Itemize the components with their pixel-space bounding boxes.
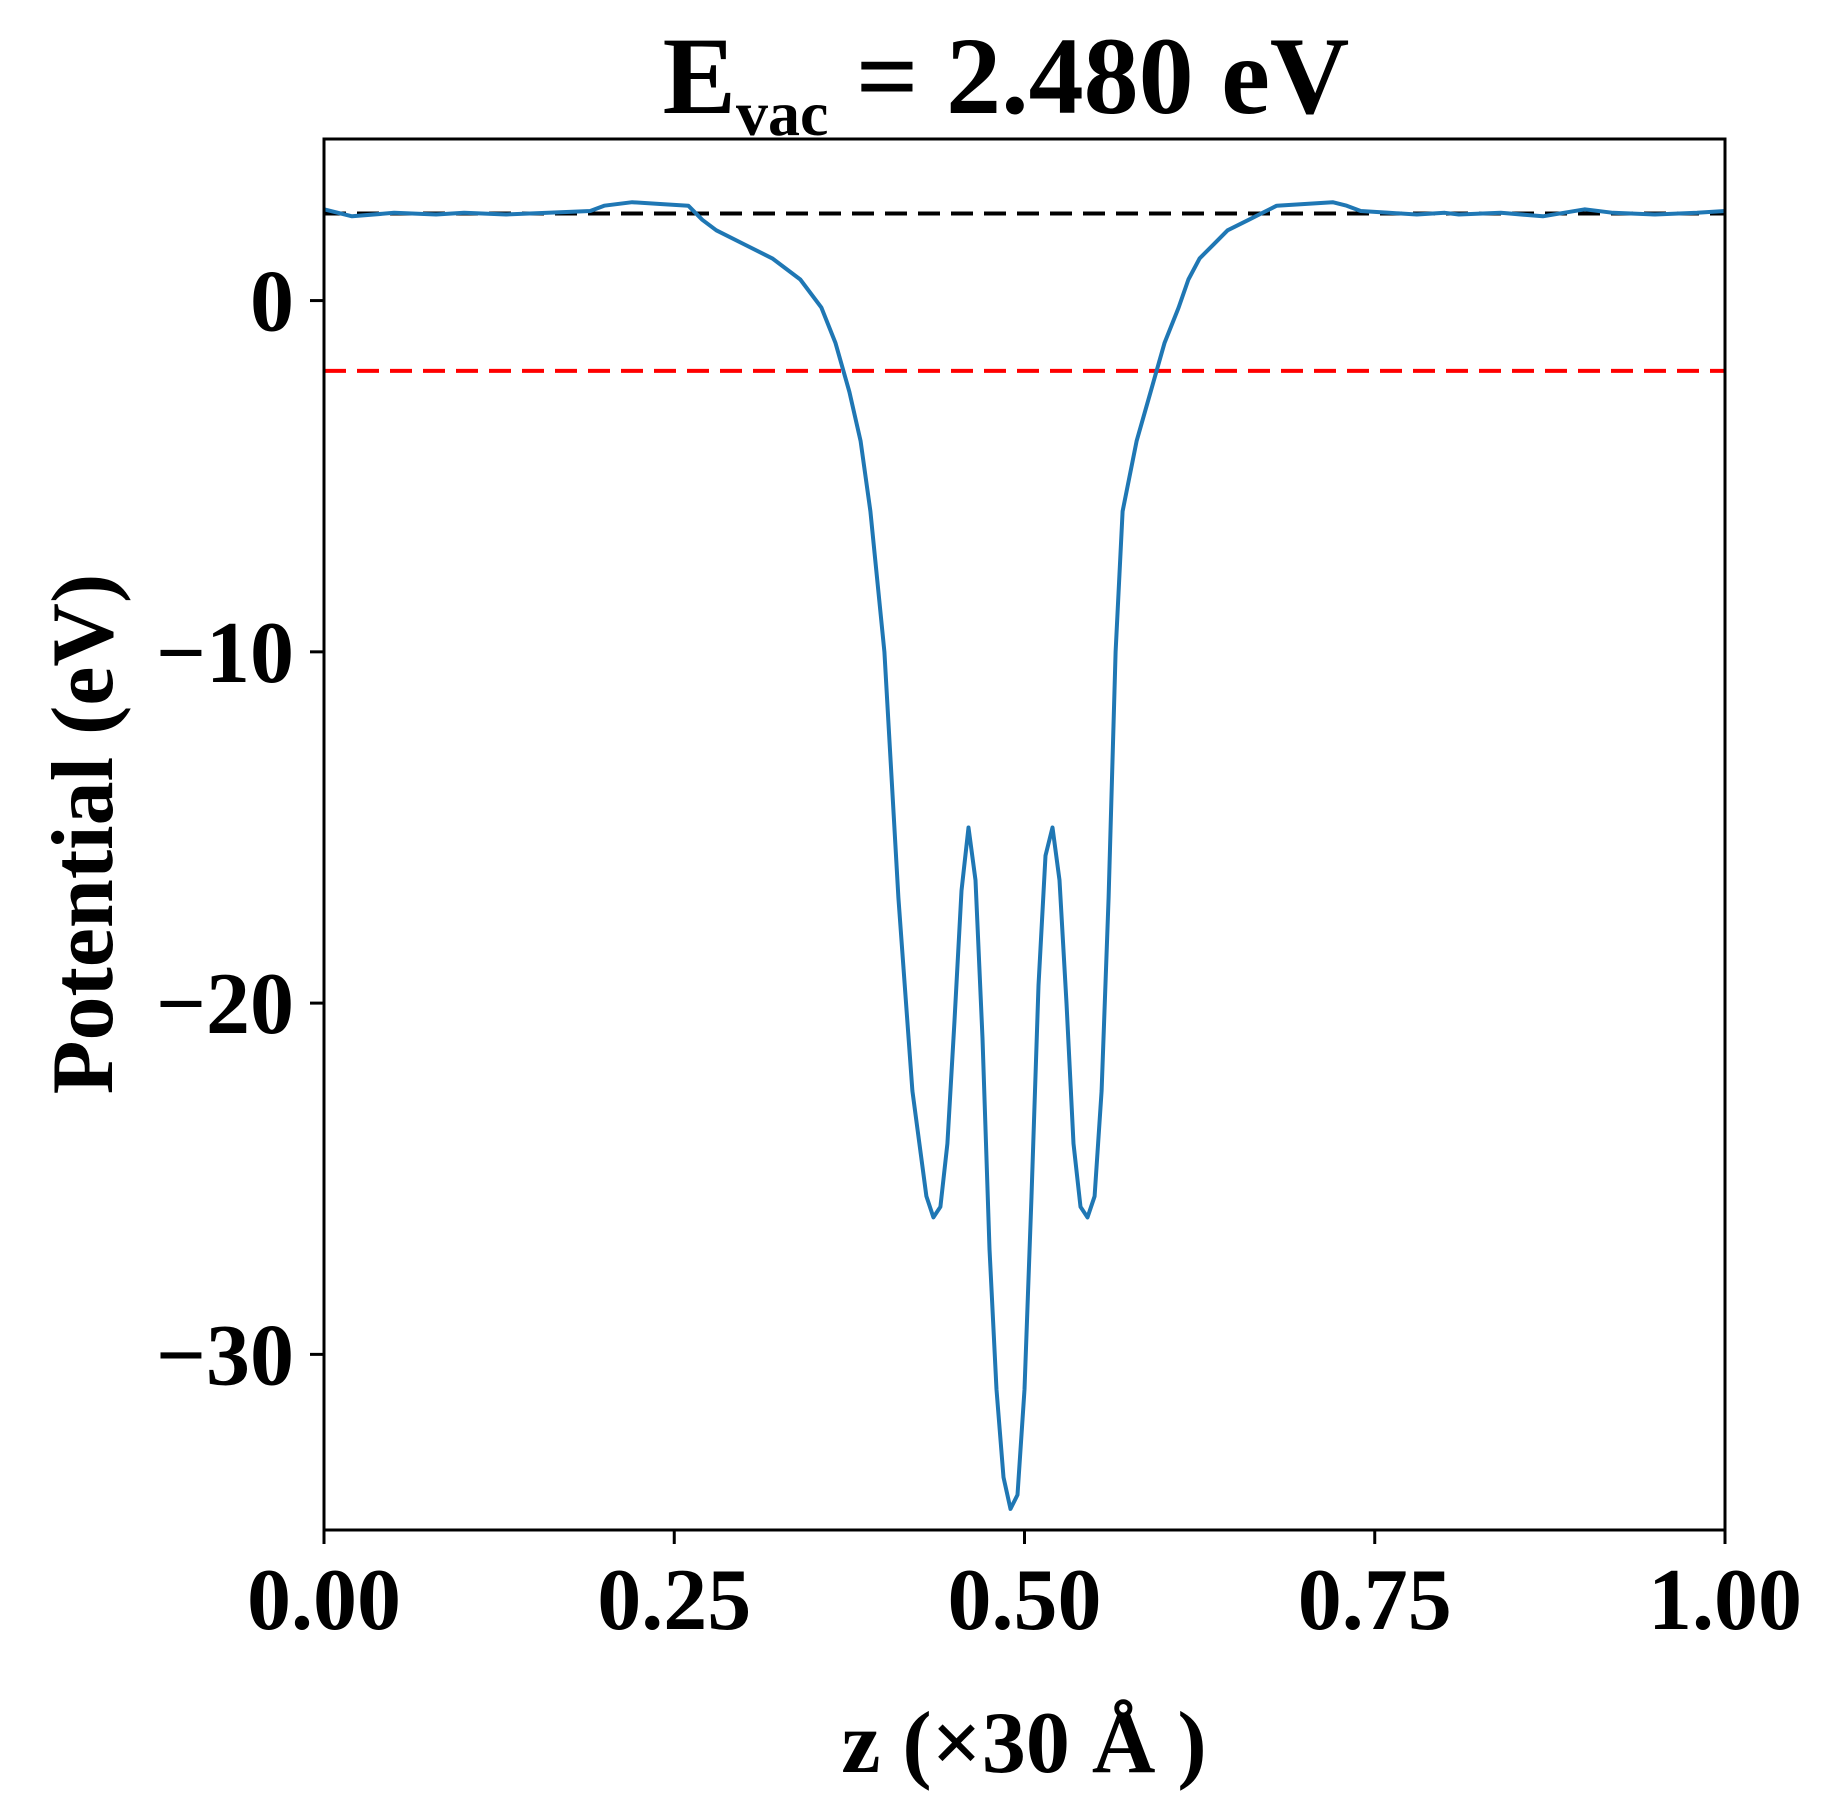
reference-lines: [324, 211, 1725, 373]
chart-title-subscript: vac: [736, 78, 828, 149]
x-tick-label: 0.50: [948, 1552, 1102, 1649]
y-tick-label: 0: [250, 254, 294, 351]
y-tick-label: −10: [156, 605, 294, 702]
chart-title-rest: = 2.480 eV: [828, 15, 1349, 137]
x-tick-label: 0.25: [597, 1552, 751, 1649]
y-axis-ticks: 0 −10 −20 −30: [156, 254, 324, 1404]
y-tick-label: −20: [156, 956, 294, 1053]
plot-frame: [322, 137, 1727, 1532]
chart-title-main: E: [663, 15, 736, 137]
x-tick-label: 0.75: [1298, 1552, 1452, 1649]
x-tick-label: 1.00: [1648, 1552, 1802, 1649]
series-line-0: [324, 200, 1725, 1511]
y-tick-label: −30: [156, 1307, 294, 1404]
x-axis-label: z (×30 Å ): [841, 1695, 1206, 1792]
x-tick-label: 0.00: [247, 1552, 401, 1649]
plot-area: [322, 137, 1727, 1532]
chart-title: Evac = 2.480 eV: [663, 15, 1350, 149]
x-axis-ticks: 0.00 0.25 0.50 0.75 1.00: [247, 1530, 1802, 1649]
series-group: [324, 200, 1725, 1511]
y-axis-label: Potential (eV): [35, 574, 132, 1094]
